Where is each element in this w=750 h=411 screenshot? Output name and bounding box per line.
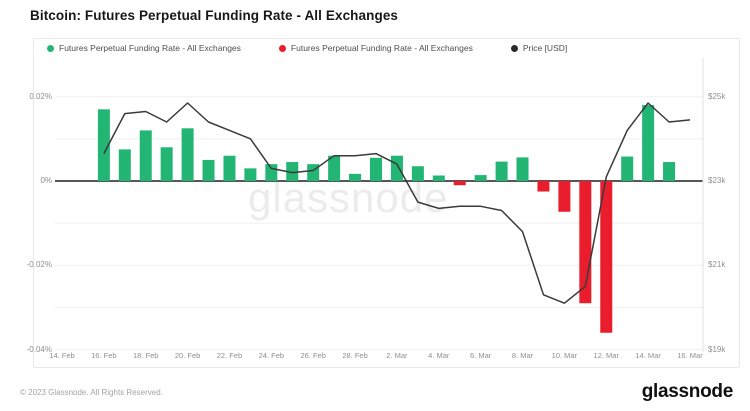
x-axis-tick-label: 2. Mar	[386, 351, 408, 360]
x-axis-tick-label: 18. Feb	[133, 351, 159, 360]
legend-label: Price [USD]	[522, 43, 568, 53]
copyright-text: © 2023 Glassnode. All Rights Reserved.	[20, 388, 163, 397]
x-axis-tick-label: 4. Mar	[428, 351, 450, 360]
y-axis-left-tick-label: -0.04%	[26, 344, 52, 354]
funding-rate-bar[interactable]	[286, 162, 299, 181]
funding-rate-bar[interactable]	[474, 175, 487, 181]
funding-rate-bar[interactable]	[181, 128, 194, 181]
funding-rate-bar[interactable]	[663, 162, 676, 181]
y-axis-left-tick-label: 0%	[40, 176, 52, 185]
funding-rate-bar[interactable]	[600, 181, 613, 333]
green-dot-icon	[47, 44, 54, 52]
x-axis-tick-label: 16. Mar	[677, 351, 703, 360]
funding-rate-bar[interactable]	[223, 155, 236, 181]
y-axis-right-tick-label: $21k	[708, 260, 726, 270]
funding-rate-bar[interactable]	[139, 130, 152, 181]
legend-item-funding-negative[interactable]: Futures Perpetual Funding Rate - All Exc…	[278, 43, 473, 53]
funding-rate-bar[interactable]	[558, 181, 571, 212]
glassnode-logo: glassnode	[641, 381, 734, 402]
x-axis-tick-label: 22. Feb	[216, 351, 243, 360]
x-axis-tick-label: 10. Mar	[551, 351, 578, 360]
funding-rate-bar[interactable]	[642, 105, 655, 181]
y-axis-left-tick-label: -0.02%	[26, 260, 52, 270]
legend-item-funding-positive[interactable]: Futures Perpetual Funding Rate - All Exc…	[47, 43, 241, 53]
legend-label: Futures Perpetual Funding Rate - All Exc…	[290, 43, 473, 53]
price-line[interactable]	[103, 102, 691, 304]
funding-rate-bar[interactable]	[453, 181, 466, 186]
x-axis-tick-label: 20. Feb	[174, 351, 201, 360]
funding-rate-bar[interactable]	[202, 159, 215, 181]
y-axis-left-tick-label: 0.02%	[29, 91, 52, 101]
funding-rate-bar[interactable]	[369, 157, 382, 181]
funding-rate-bar[interactable]	[349, 173, 362, 181]
x-axis-tick-label: 14. Mar	[635, 351, 661, 360]
x-axis-tick-label: 26. Feb	[300, 351, 326, 360]
chart-panel	[33, 38, 740, 368]
legend-label: Futures Perpetual Funding Rate - All Exc…	[59, 43, 241, 53]
x-axis-tick-label: 6. Mar	[470, 351, 492, 360]
funding-rate-bar[interactable]	[516, 157, 529, 181]
funding-rate-bar[interactable]	[390, 155, 403, 181]
black-dot-icon	[510, 44, 518, 52]
page-title: Bitcoin: Futures Perpetual Funding Rate …	[30, 8, 399, 23]
funding-rate-bar[interactable]	[537, 181, 550, 192]
funding-rate-bar[interactable]	[97, 109, 110, 181]
x-axis-tick-label: 24. Feb	[258, 351, 285, 360]
page-footer: © 2023 Glassnode. All Rights Reserved. g…	[0, 370, 750, 411]
red-dot-icon	[278, 44, 286, 52]
x-axis-tick-label: 14. Feb	[49, 351, 75, 360]
funding-rate-bar[interactable]	[328, 155, 341, 181]
funding-rate-bar[interactable]	[411, 166, 424, 181]
y-axis-right-tick-label: $23k	[708, 176, 726, 185]
funding-rate-bar[interactable]	[160, 147, 173, 181]
funding-rate-bar[interactable]	[118, 149, 131, 181]
x-axis-tick-label: 16. Feb	[91, 351, 117, 360]
funding-rate-bar[interactable]	[621, 156, 634, 181]
legend-item-price[interactable]: Price [USD]	[510, 43, 568, 53]
y-axis-right-tick-label: $25k	[708, 91, 726, 101]
funding-rate-bar[interactable]	[432, 175, 445, 181]
x-axis-tick-label: 28. Feb	[342, 351, 368, 360]
funding-rate-bar[interactable]	[265, 164, 278, 181]
y-axis-right-tick-label: $19k	[708, 344, 726, 354]
x-axis-tick-label: 8. Mar	[511, 351, 534, 360]
funding-rate-bar[interactable]	[244, 168, 257, 181]
chart-legend: Futures Perpetual Funding Rate - All Exc…	[47, 41, 567, 55]
funding-rate-bar[interactable]	[495, 161, 508, 181]
x-axis-tick-label: 12. Mar	[593, 351, 619, 360]
